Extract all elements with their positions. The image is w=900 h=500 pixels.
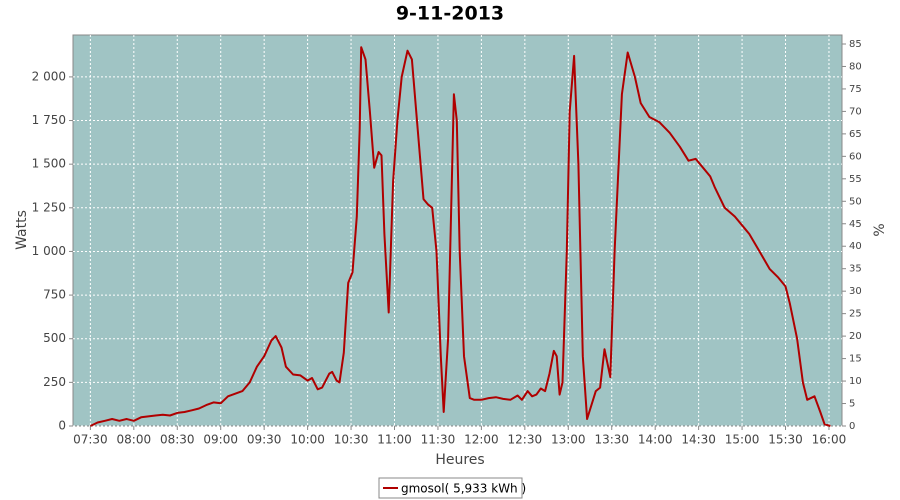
legend	[378, 477, 523, 499]
y2-tick-label: 45	[849, 219, 862, 230]
y2-tick-label: 35	[849, 264, 862, 275]
y2-tick-label: 60	[849, 151, 862, 162]
y-tick-label: 1 500	[32, 157, 66, 171]
x-tick-label: 12:00	[464, 433, 499, 447]
legend-label: gmosol( 5,933 kWh )	[401, 482, 526, 496]
y2-tick-label: 5	[849, 399, 855, 410]
y2-tick-label: 80	[849, 61, 862, 72]
y-tick-label: 750	[43, 288, 66, 302]
y2-tick-label: 30	[849, 286, 862, 297]
x-tick-label: 11:30	[421, 433, 456, 447]
y2-tick-label: 50	[849, 196, 862, 207]
x-axis-label: Heures	[435, 452, 484, 468]
x-tick-label: 15:00	[725, 433, 760, 447]
y-tick-label: 1 750	[32, 113, 66, 127]
x-tick-label: 15:30	[768, 433, 803, 447]
y-tick-label: 500	[43, 331, 66, 345]
x-tick-label: 07:30	[73, 433, 108, 447]
y-axis-label: Watts	[14, 210, 30, 250]
plot-area	[72, 34, 843, 427]
y2-tick-label: 40	[849, 241, 862, 252]
x-tick-label: 12:30	[508, 433, 543, 447]
x-tick-label: 14:30	[681, 433, 716, 447]
x-tick-label: 10:30	[334, 433, 369, 447]
x-tick-label: 11:00	[377, 433, 412, 447]
x-tick-label: 09:30	[247, 433, 282, 447]
y2-tick-label: 10	[849, 376, 862, 387]
x-tick-label: 13:30	[594, 433, 629, 447]
y2-tick-label: 0	[849, 421, 855, 432]
x-tick-label: 08:00	[117, 433, 152, 447]
y-tick-label: 1 250	[32, 200, 66, 214]
x-tick-label: 08:30	[160, 433, 195, 447]
chart-title: 9-11-2013	[396, 3, 504, 25]
x-tick-label: 10:00	[290, 433, 325, 447]
y2-tick-label: 55	[849, 174, 862, 185]
x-tick-label: 14:00	[638, 433, 673, 447]
y2-tick-label: 65	[849, 129, 862, 140]
x-tick-label: 16:00	[812, 433, 847, 447]
y2-tick-label: 85	[849, 39, 862, 50]
y2-tick-label: 20	[849, 331, 862, 342]
y-tick-label: 1 000	[32, 244, 66, 258]
y-tick-label: 2 000	[32, 69, 66, 83]
y2-tick-label: 75	[849, 84, 862, 95]
y2-axis-label: %	[872, 223, 888, 236]
y2-tick-label: 25	[849, 309, 862, 320]
y-tick-label: 250	[43, 375, 66, 389]
x-tick-label: 09:00	[203, 433, 238, 447]
series-line	[89, 46, 831, 427]
y2-tick-label: 70	[849, 106, 862, 117]
y2-tick-label: 15	[849, 354, 862, 365]
x-tick-label: 13:00	[551, 433, 586, 447]
y-tick-label: 0	[58, 419, 66, 433]
